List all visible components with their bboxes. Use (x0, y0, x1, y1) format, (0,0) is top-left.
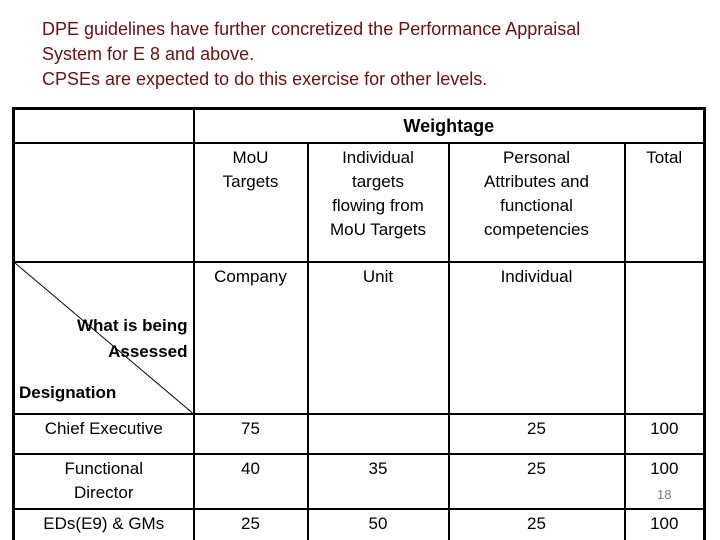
designation-functional-director: Functional Director (12, 452, 195, 510)
diagonal-line (15, 263, 193, 413)
value-ce-individual-targets (306, 412, 450, 455)
value-ce-personal-attributes: 25 (447, 412, 626, 455)
table-row-chief-executive: Chief Executive 75 25 100 (12, 412, 706, 455)
assessed-level-company: Company (192, 260, 309, 415)
assessed-level-total-empty (623, 260, 706, 415)
value-eds-personal-attributes: 25 (447, 507, 626, 540)
assessed-level-individual: Individual (447, 260, 626, 415)
col-header-mou-targets: MoU Targets (192, 141, 309, 263)
value-fd-personal-attributes: 25 (447, 452, 626, 510)
weightage-header-row: Weightage (12, 107, 706, 144)
value-eds-total: 100 (623, 507, 706, 540)
col-header-individual-targets: Individual targets flowing from MoU Targ… (306, 141, 450, 263)
weightage-header-cell: Weightage (192, 107, 706, 144)
assessed-level-unit: Unit (306, 260, 450, 415)
diagonal-label-designation: Designation (19, 382, 117, 402)
table-row-functional-director: Functional Director 40 35 25 100 (12, 452, 706, 510)
value-fd-total: 100 (623, 452, 706, 510)
empty-header-cell (12, 141, 195, 263)
weightage-table: Weightage MoU Targets Individual targets… (12, 107, 706, 540)
value-fd-mou: 40 (192, 452, 309, 510)
empty-corner-cell (12, 107, 195, 144)
value-ce-total: 100 (623, 412, 706, 455)
diagonal-label-what-is-assessed: What is being Assessed (77, 315, 188, 361)
assessed-level-row: What is being Assessed Designation Compa… (12, 260, 706, 415)
table-row-eds-gms: EDs(E9) & GMs (E8) 25 50 25 100 (12, 507, 706, 540)
slide-title: DPE guidelines have further concretized … (42, 19, 581, 89)
column-header-row: MoU Targets Individual targets flowing f… (12, 141, 706, 263)
value-eds-individual-targets: 50 (306, 507, 450, 540)
col-header-personal-attributes: Personal Attributes and functional compe… (447, 141, 626, 263)
value-fd-individual-targets: 35 (306, 452, 450, 510)
value-eds-mou: 25 (192, 507, 309, 540)
diagonal-header-cell: What is being Assessed Designation (12, 260, 195, 415)
designation-eds-gms: EDs(E9) & GMs (E8) (12, 507, 195, 540)
col-header-total: Total (623, 141, 706, 263)
designation-chief-executive: Chief Executive (12, 412, 195, 455)
value-ce-mou: 75 (192, 412, 309, 455)
page-number: 18 (657, 487, 672, 502)
